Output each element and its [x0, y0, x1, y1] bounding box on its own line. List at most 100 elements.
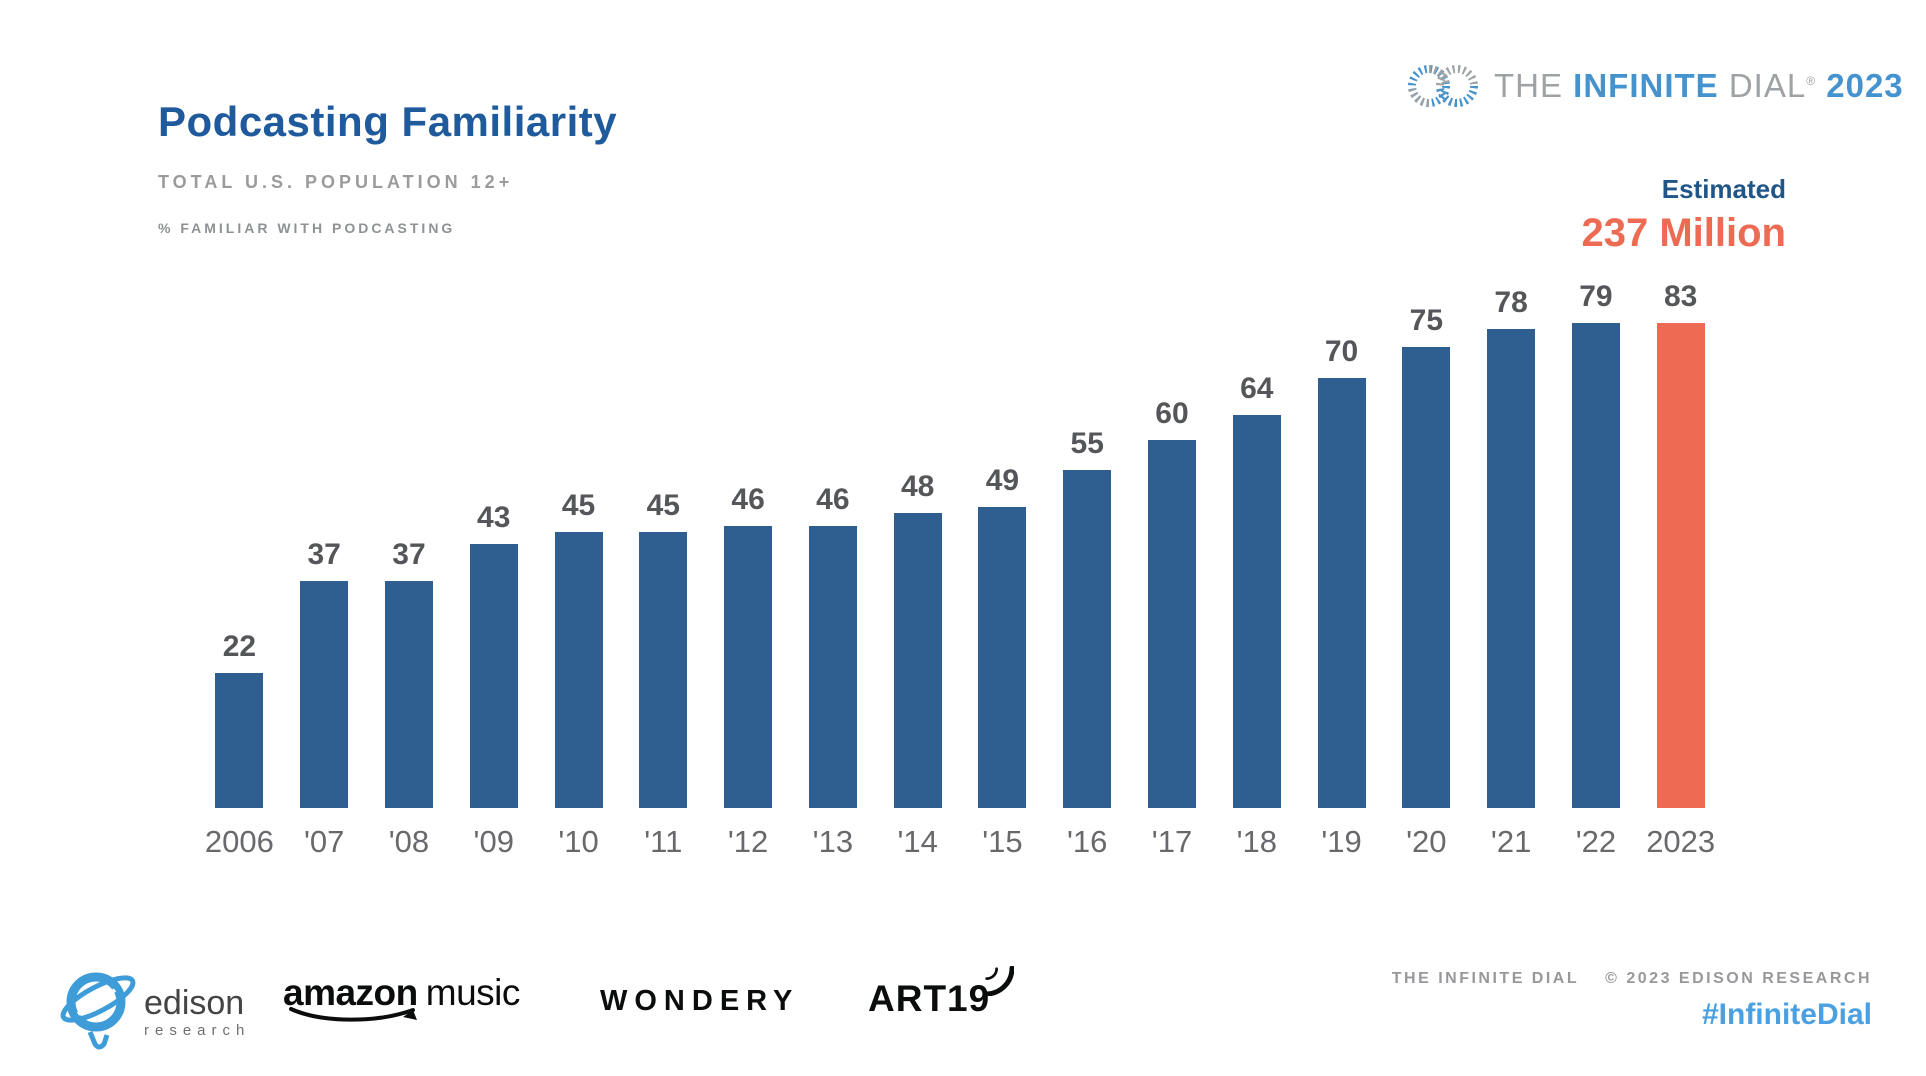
- bar-value-label: 45: [646, 489, 680, 522]
- edison-sub: research: [144, 1022, 251, 1039]
- bar-column: 46: [706, 280, 791, 808]
- bar-column: 49: [960, 280, 1045, 808]
- bar-value-label: 78: [1494, 286, 1528, 319]
- bar-value-label: 22: [222, 630, 257, 663]
- art19-broadcast-icon: [984, 966, 1015, 996]
- bar-value-label: 60: [1155, 397, 1189, 430]
- x-axis-label: 2006: [204, 824, 274, 859]
- x-axis-label: '21: [1490, 824, 1532, 859]
- bar-column: 70: [1299, 280, 1384, 808]
- bar: [1147, 440, 1196, 808]
- amazon-music-logo: amazon music: [283, 972, 520, 1025]
- x-axis-label: '18: [1236, 824, 1277, 859]
- bar-value-label: 46: [731, 483, 765, 516]
- bar-value-label: 55: [1070, 427, 1104, 460]
- bar: [808, 526, 857, 808]
- bar-column: 22: [197, 280, 282, 808]
- bar-column: 75: [1384, 280, 1469, 808]
- page-subtitle: TOTAL U.S. POPULATION 12+: [158, 172, 514, 192]
- bar-value-label: 49: [985, 464, 1020, 497]
- x-axis-label: '07: [303, 824, 345, 859]
- bar-column: 37: [367, 280, 452, 808]
- copyright-brand: THE INFINITE DIAL: [1391, 970, 1580, 987]
- bar-column: 60: [1130, 280, 1215, 808]
- music-word: music: [425, 972, 521, 1013]
- bar-value-label: 83: [1663, 280, 1698, 313]
- bar: [893, 513, 942, 808]
- bar: [1571, 323, 1620, 808]
- brand-word-the: THE: [1494, 67, 1563, 104]
- x-axis-label: '14: [897, 824, 938, 859]
- chart-unit-note: % FAMILIAR WITH PODCASTING: [158, 220, 456, 236]
- x-axis-label: '11: [644, 824, 683, 859]
- bar: [1232, 415, 1281, 808]
- bar-value-label: 48: [900, 470, 935, 503]
- infinite-dial-brand: THE INFINITE DIAL® 2023: [1408, 60, 1904, 112]
- bar: [639, 532, 688, 808]
- amazon-smile-icon: [289, 1007, 417, 1022]
- hashtag: #InfiniteDial: [1701, 998, 1872, 1031]
- x-axis-label: '20: [1406, 824, 1447, 859]
- x-axis-label: '13: [812, 824, 854, 859]
- art19-logo: ART19: [868, 966, 1015, 1020]
- bar: [1063, 470, 1112, 808]
- bar: [384, 581, 433, 808]
- bar-column: 48: [875, 280, 960, 808]
- bar: [724, 526, 773, 808]
- registered-mark: ®: [1806, 74, 1817, 88]
- bar-value-label: 37: [392, 538, 426, 571]
- bar: [554, 532, 603, 808]
- bar-value-label: 37: [307, 538, 341, 571]
- bar-value-label: 45: [561, 489, 596, 522]
- bar: [469, 544, 518, 808]
- copyright-line: THE INFINITE DIAL © 2023 EDISON RESEARCH: [1392, 970, 1872, 988]
- bar-value-label: 79: [1579, 280, 1613, 313]
- infinity-equalizer-icon: [1408, 65, 1478, 107]
- page-title: Podcasting Familiarity: [158, 98, 618, 145]
- x-axis-label: '09: [473, 824, 514, 859]
- edison-wordmark: edison research: [144, 986, 250, 1060]
- bar-value-label: 46: [816, 483, 850, 516]
- infinite-dial-wordmark: THE INFINITE DIAL® 2023: [1494, 67, 1904, 105]
- x-axis-label: '19: [1321, 824, 1362, 859]
- x-axis-label: '15: [982, 824, 1023, 859]
- bar-column: 79: [1554, 280, 1639, 808]
- edison-bulb-icon: [60, 972, 136, 1050]
- bar-value-label: 75: [1409, 304, 1444, 337]
- bar-column: 64: [1214, 280, 1299, 808]
- amazon-word: amazon: [283, 972, 418, 1013]
- estimate-annotation: Estimated 237 Million: [1582, 174, 1787, 256]
- bar-value-label: 64: [1240, 372, 1274, 405]
- bar-column: 78: [1469, 280, 1554, 808]
- bar-value-label: 70: [1324, 335, 1359, 368]
- x-axis-label: '22: [1575, 824, 1617, 859]
- bar-column: 55: [1045, 280, 1130, 808]
- bar: [1317, 378, 1366, 808]
- bar-column: 46: [790, 280, 875, 808]
- bar-highlighted: [1656, 323, 1705, 808]
- brand-word-infinite: INFINITE: [1573, 67, 1719, 104]
- brand-year: 2023: [1826, 67, 1904, 104]
- copyright-owner: © 2023 EDISON RESEARCH: [1605, 970, 1872, 987]
- bar: [300, 581, 349, 808]
- edison-research-logo: edison research: [58, 960, 250, 1060]
- edison-name: edison: [144, 984, 245, 1022]
- bar-column: 83: [1638, 280, 1723, 808]
- x-axis-label: '08: [388, 824, 430, 859]
- bar: [978, 507, 1027, 808]
- x-axis-label: 2023: [1646, 824, 1716, 859]
- bar-column: 37: [282, 280, 367, 808]
- wondery-logo: WONDERY: [600, 985, 800, 1017]
- bar-chart: 22 37 37 43 45 45 46 46 48 49 55 60 64 70 75 78 79 83: [197, 280, 1723, 808]
- bar: [215, 673, 264, 808]
- bar-column: 45: [621, 280, 706, 808]
- x-axis-label: '10: [558, 824, 599, 859]
- art19-wordmark: ART19: [868, 978, 991, 1019]
- brand-word-dial: DIAL: [1728, 67, 1807, 104]
- bar-column: 45: [536, 280, 621, 808]
- bar-value-label: 43: [477, 501, 511, 534]
- bar-column: 43: [451, 280, 536, 808]
- x-axis-labels: 2006 '07 '08 '09 '10 '11 '12 '13 '14 '15 '16 '17 '18…: [197, 824, 1723, 860]
- bar: [1487, 329, 1536, 808]
